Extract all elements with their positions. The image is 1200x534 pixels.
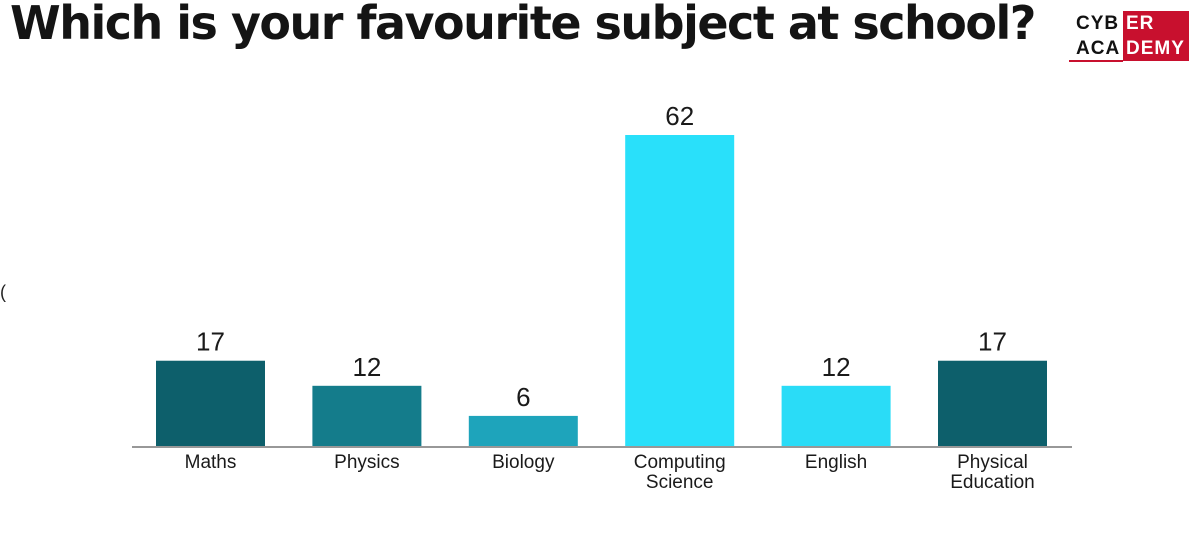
logo-underline	[1069, 60, 1123, 62]
category-label-4-0: English	[805, 452, 867, 473]
value-label-0: 17	[196, 327, 225, 357]
value-label-5: 17	[978, 327, 1007, 357]
bar-4	[781, 385, 891, 446]
value-label-1: 12	[352, 352, 381, 382]
category-label-2-0: Biology	[492, 452, 555, 473]
category-label-3-0: Computing	[634, 452, 726, 473]
edge-fragment: (	[0, 282, 6, 302]
bar-1	[312, 385, 422, 446]
category-label-3-1: Science	[646, 472, 714, 493]
value-label-3: 62	[665, 101, 694, 131]
value-label-2: 6	[516, 382, 530, 412]
category-label-1-0: Physics	[334, 452, 399, 473]
category-label-5-0: Physical	[957, 452, 1028, 473]
category-label-0-0: Maths	[185, 452, 237, 473]
cyber-academy-logo: CYB ER ACA DEMY	[1069, 11, 1189, 62]
category-label-5-1: Education	[950, 472, 1035, 493]
bar-3	[625, 135, 735, 446]
chart-title: Which is your favourite subject at schoo…	[10, 0, 1036, 50]
value-label-4: 12	[822, 352, 851, 382]
logo-text-er: ER	[1123, 11, 1189, 36]
bar-5	[938, 360, 1047, 446]
bar-0	[156, 360, 265, 446]
bar-2	[468, 415, 578, 446]
logo-text-aca: ACA	[1076, 38, 1121, 59]
logo-text-demy: DEMY	[1123, 36, 1189, 61]
logo-text-cyb: CYB	[1076, 13, 1120, 34]
